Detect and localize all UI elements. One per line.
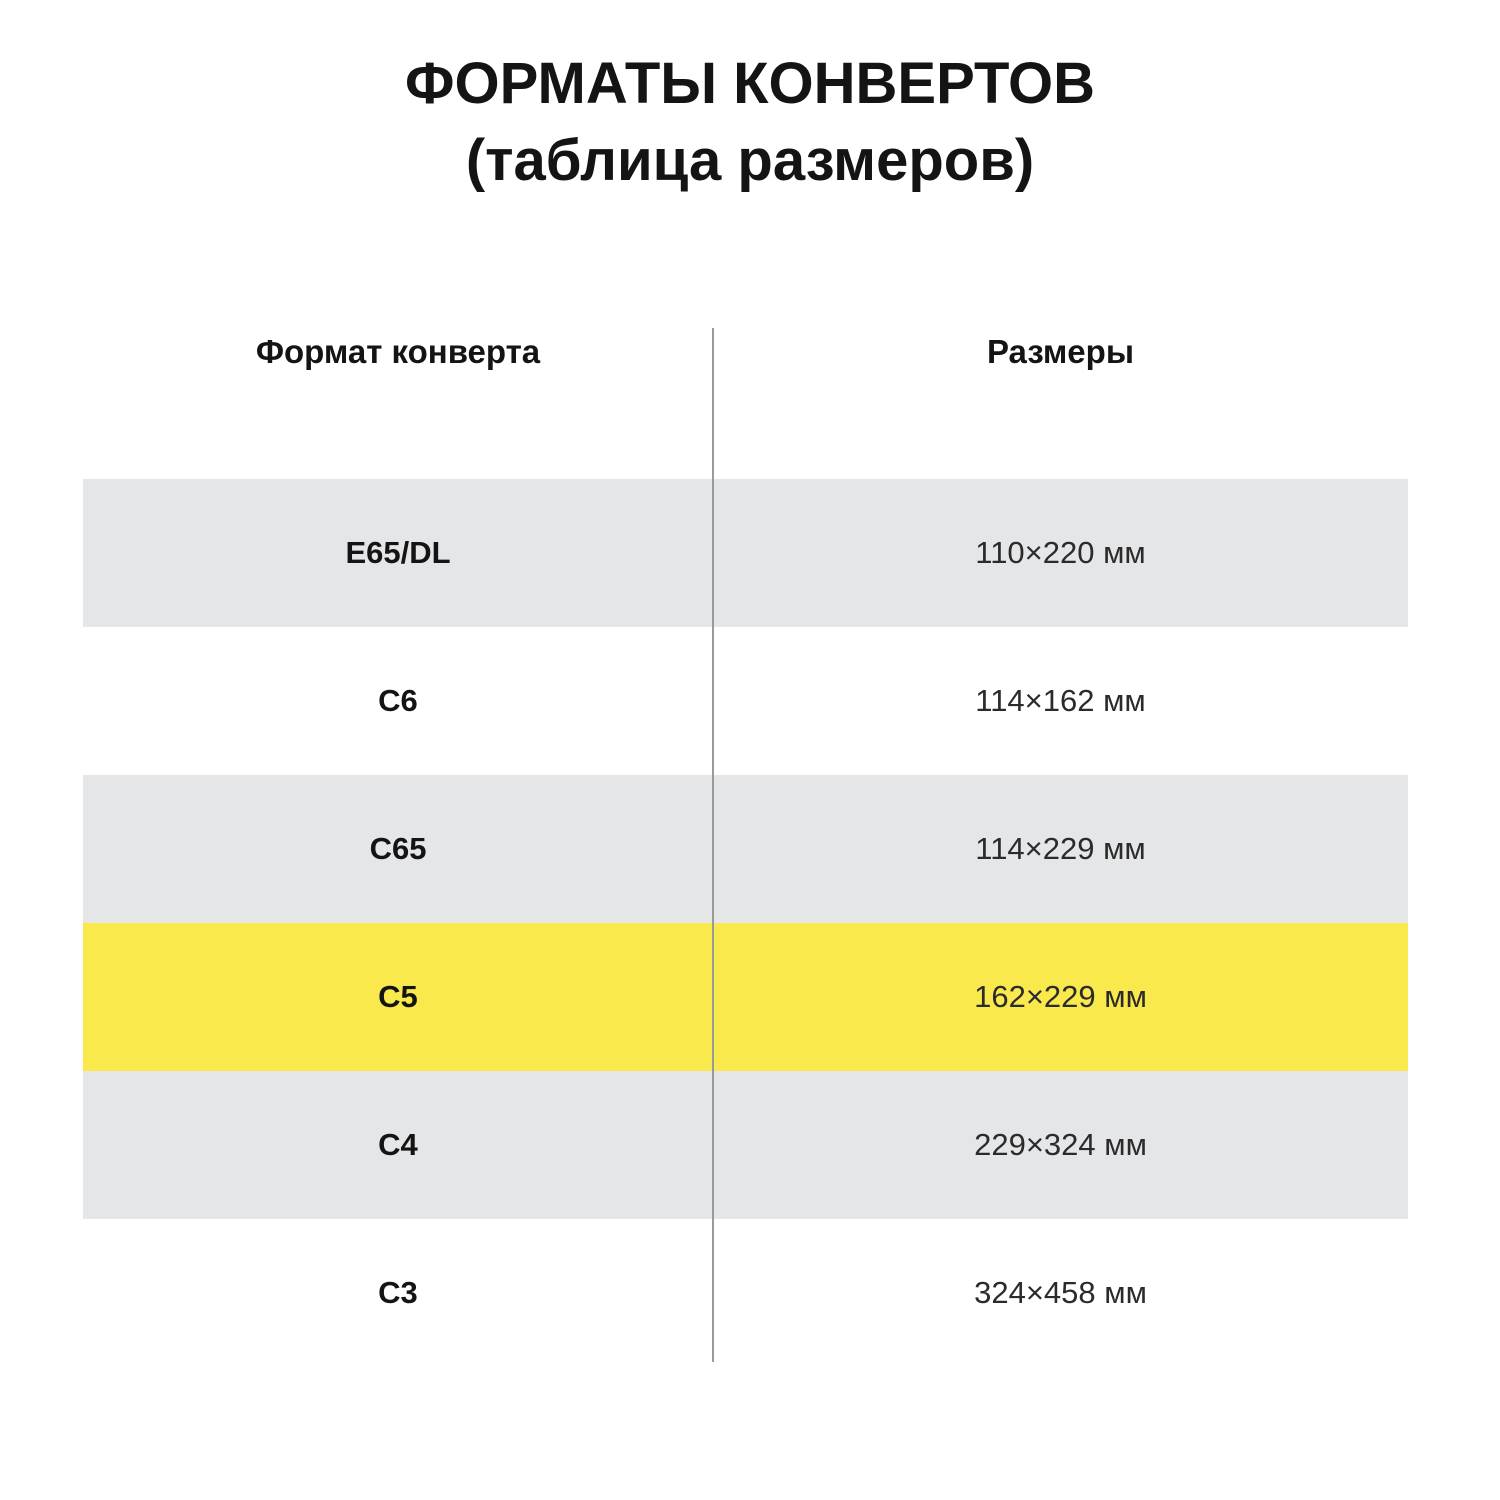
format-cell: C4	[378, 1127, 418, 1162]
size-cell: 229×324 мм	[974, 1127, 1147, 1162]
table-row: C4 229×324 мм	[83, 1071, 1408, 1219]
size-cell: 114×229 мм	[975, 831, 1146, 866]
size-table: E65/DL 110×220 мм C6 114×162 мм C65 114×…	[83, 479, 1408, 1367]
table-row: C6 114×162 мм	[83, 627, 1408, 775]
column-header-sizes: Размеры	[986, 333, 1135, 370]
column-divider	[712, 328, 714, 1362]
format-cell: C5	[378, 979, 418, 1014]
format-cell: C65	[369, 831, 427, 866]
table-header: Формат конверта Размеры	[83, 330, 1408, 374]
table-row: C3 324×458 мм	[83, 1219, 1408, 1367]
page-title: ФОРМАТЫ КОНВЕРТОВ (таблица размеров)	[0, 45, 1500, 199]
format-cell: C3	[378, 1275, 418, 1310]
page-title-line-2: (таблица размеров)	[465, 128, 1035, 193]
size-cell: 110×220 мм	[975, 535, 1146, 570]
table-row: E65/DL 110×220 мм	[83, 479, 1408, 627]
format-cell: C6	[378, 683, 418, 718]
column-header-format: Формат конверта	[255, 333, 541, 370]
page-title-line-1: ФОРМАТЫ КОНВЕРТОВ	[404, 51, 1096, 116]
format-cell: E65/DL	[345, 535, 451, 570]
table-row: C5 162×229 мм	[83, 923, 1408, 1071]
table-row: C65 114×229 мм	[83, 775, 1408, 923]
size-cell: 324×458 мм	[974, 1275, 1147, 1310]
size-cell: 114×162 мм	[975, 683, 1146, 718]
size-cell: 162×229 мм	[974, 979, 1147, 1014]
